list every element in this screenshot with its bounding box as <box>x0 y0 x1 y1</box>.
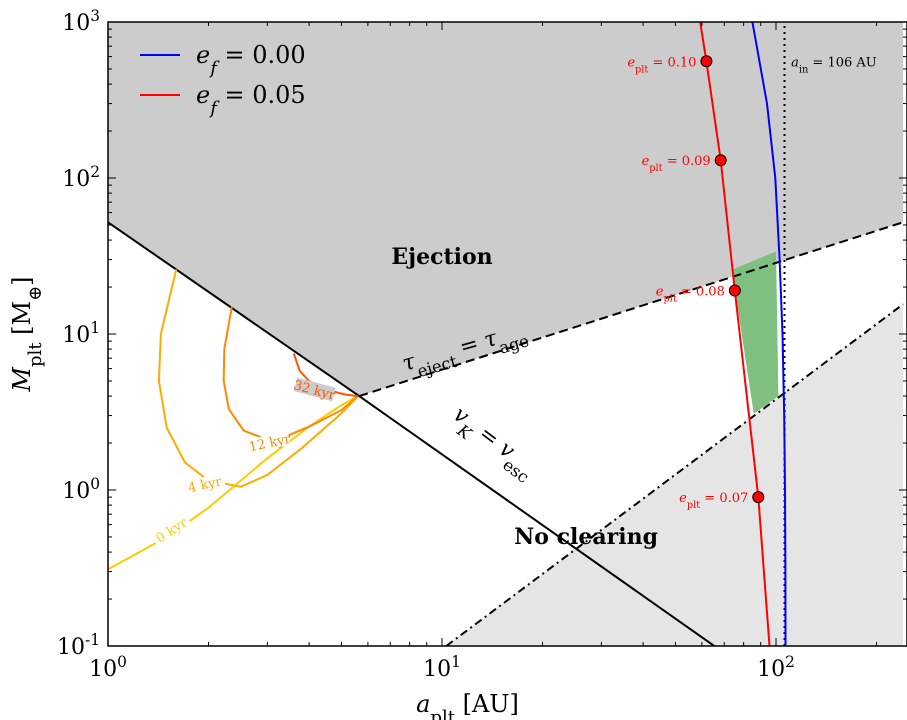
marked-point-1 <box>714 154 727 167</box>
age-contour-label-3: 32 kyr <box>292 378 337 404</box>
y-tick-label-2: 101 <box>62 319 100 348</box>
boundary-line-1 <box>358 221 904 398</box>
marked-point-3 <box>752 491 765 504</box>
x-axis-title: aplt [AU] <box>416 690 519 720</box>
legend-label-0: ef = 0.00 <box>196 41 306 79</box>
green-region <box>731 251 779 414</box>
marked-point-2 <box>728 284 741 297</box>
y-tick-label-0: 10-1 <box>57 631 100 660</box>
y-axis-title: Mplt [M⊕] <box>8 276 46 392</box>
vk-vesc-label: vK = vesc <box>444 402 541 486</box>
age-contour-0 <box>108 395 359 571</box>
marked-point-label-2: eplt = 0.08 <box>656 285 725 305</box>
series-line-0 <box>751 22 787 646</box>
marked-point-0 <box>700 55 713 68</box>
y-tick-label-3: 102 <box>62 163 100 192</box>
y-tick-label-4: 103 <box>62 7 100 36</box>
legend-label-1: ef = 0.05 <box>196 81 306 119</box>
age-label-bg-3 <box>293 377 336 402</box>
age-label-bg-2 <box>248 431 291 454</box>
x-tick-label-0: 100 <box>89 653 127 682</box>
boundary-line-2 <box>445 303 904 646</box>
age-contour-label-1: 4 kyr <box>187 474 224 496</box>
region-label-1: No clearing <box>514 524 658 550</box>
x-tick-label-2: 102 <box>757 653 795 682</box>
marked-point-label-3: eplt = 0.07 <box>679 491 748 511</box>
ejection-region <box>108 22 903 397</box>
region-label-0: Ejection <box>391 244 492 270</box>
age-label-bg-1 <box>183 472 226 495</box>
x-tick-label-1: 101 <box>423 653 461 682</box>
age-label-bg-0 <box>150 512 192 547</box>
marked-point-label-0: eplt = 0.10 <box>627 55 696 75</box>
y-tick-label-1: 100 <box>62 475 100 504</box>
age-contour-2 <box>222 306 359 441</box>
a-in-label: ain = 106 AU <box>791 55 877 75</box>
marked-point-label-1: eplt = 0.09 <box>642 154 711 174</box>
series-line-1 <box>699 22 771 646</box>
